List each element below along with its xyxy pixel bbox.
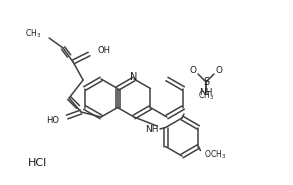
Text: CH$_3$: CH$_3$ <box>25 28 41 40</box>
Text: S: S <box>203 77 209 87</box>
Text: CH$_3$: CH$_3$ <box>198 90 214 102</box>
Text: N: N <box>130 72 138 82</box>
Text: NH: NH <box>145 125 159 134</box>
Text: NH: NH <box>199 88 213 97</box>
Text: OH: OH <box>97 46 110 55</box>
Text: HO: HO <box>46 115 59 125</box>
Text: HCl: HCl <box>28 158 47 168</box>
Text: O: O <box>190 65 197 75</box>
Text: O: O <box>215 65 222 75</box>
Text: OCH$_3$: OCH$_3$ <box>205 148 226 161</box>
